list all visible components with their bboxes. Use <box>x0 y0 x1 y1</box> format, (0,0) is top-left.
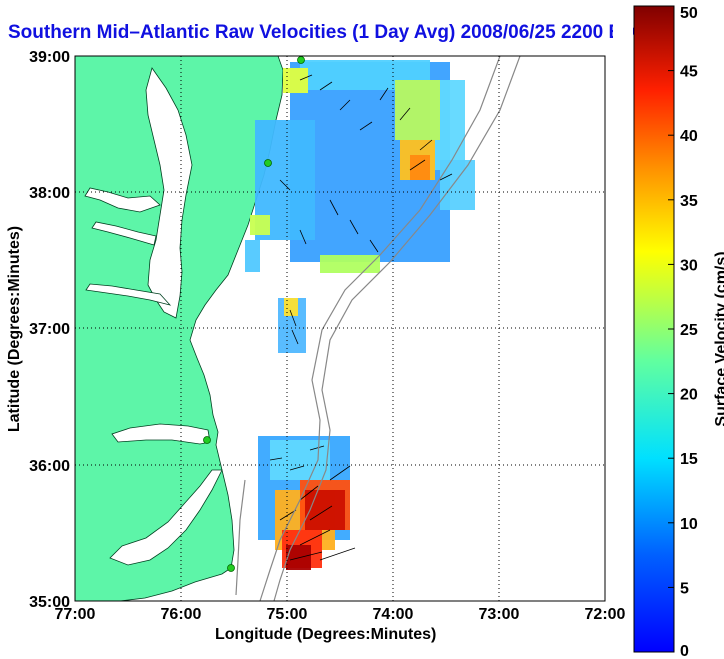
pamlico-sound <box>109 469 223 566</box>
colorbar-tick-label: 45 <box>680 64 698 81</box>
x-tick-label: 77:00 <box>55 606 96 623</box>
x-tick-label: 76:00 <box>161 606 202 623</box>
rappahannock-river <box>91 221 157 246</box>
plot-frame <box>74 55 606 602</box>
x-tick-label: 72:00 <box>585 606 626 623</box>
albemarle-sound <box>111 423 211 445</box>
x-tick-label: 75:00 <box>267 606 308 623</box>
colorbar-tick-label: 20 <box>680 387 698 404</box>
colorbar-tick-label: 10 <box>680 516 698 533</box>
map-grid <box>75 56 605 601</box>
y-tick-label: 35:00 <box>29 594 70 611</box>
y-axis-label: Latitude (Degrees:Minutes) <box>6 225 23 433</box>
x-tick-label: 73:00 <box>479 606 520 623</box>
x-tick-label: 74:00 <box>373 606 414 623</box>
radar-stations <box>203 56 305 572</box>
y-tick-label: 37:00 <box>29 321 70 338</box>
colorbar-tick-label: 35 <box>680 193 698 210</box>
colorbar <box>633 5 675 653</box>
y-tick-label: 39:00 <box>29 49 70 66</box>
x-axis-label: Longitude (Degrees:Minutes) <box>215 626 437 643</box>
colorbar-tick-label: 25 <box>680 322 698 339</box>
y-tick-label: 38:00 <box>29 185 70 202</box>
colorbar-tick-label: 15 <box>680 451 698 468</box>
bathymetry-contours <box>235 56 521 601</box>
colorbar-tick-label: 30 <box>680 257 698 274</box>
velocity-field-north <box>245 60 475 353</box>
colorbar-ticks: 0 5 10 15 20 25 30 35 40 45 50 <box>668 5 698 659</box>
colorbar-tick-label: 0 <box>680 643 689 659</box>
y-tick-label: 36:00 <box>29 458 70 475</box>
colorbar-label: Surface Velocity (cm/s) <box>713 251 724 427</box>
current-vectors <box>269 74 453 561</box>
colorbar-overlap <box>613 18 633 44</box>
james-river <box>85 283 172 306</box>
velocity-field-south <box>258 436 350 570</box>
chesapeake-bay <box>145 67 193 319</box>
colorbar-tick-label: 50 <box>680 5 698 22</box>
colorbar-tick-label: 40 <box>680 128 698 145</box>
map-title: Southern Mid–Atlantic Raw Velocities (1 … <box>8 22 647 43</box>
colorbar-tick-label: 5 <box>680 580 689 597</box>
